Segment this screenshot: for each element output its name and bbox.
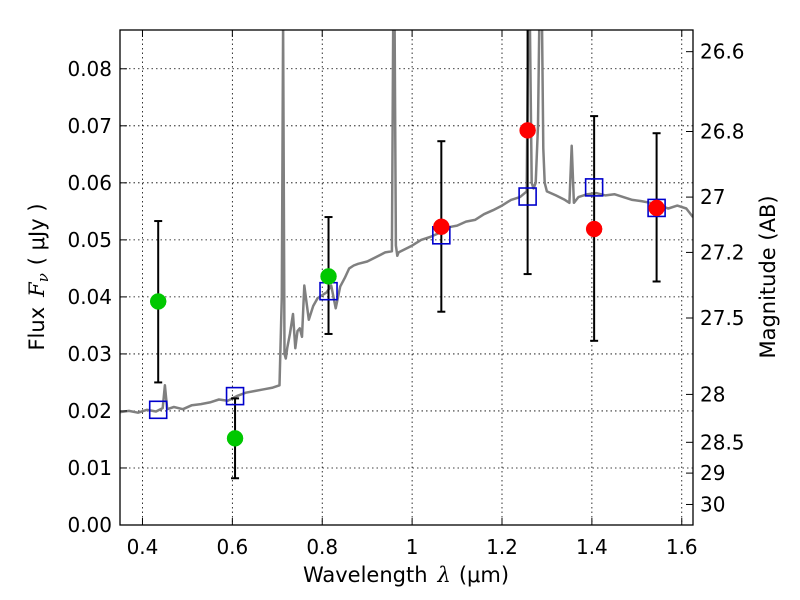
y-tick-label: 0.06 (67, 171, 112, 195)
y2-tick-label: 28.5 (700, 430, 745, 454)
y2-axis-label: Magnitude (AB) (756, 195, 780, 358)
x-axis-label-symbol: λ (437, 563, 451, 587)
photometry-point (433, 218, 450, 235)
x-tick-label: 0.6 (216, 535, 248, 559)
y-axis-label-symbol: F (25, 281, 49, 298)
model-square-marker (225, 386, 245, 406)
model-square-marker (647, 198, 666, 218)
y-axis-label: Flux Fν ( μJy ) (25, 203, 52, 350)
photometry-point (648, 199, 665, 217)
plot-background (120, 30, 693, 525)
y-tick-label: 0.05 (67, 228, 112, 252)
y2-tick-label: 26.6 (700, 40, 745, 64)
model-square-marker (584, 178, 604, 197)
y-tick-label: 0.07 (67, 114, 112, 138)
x-tick-label: 0.4 (127, 535, 159, 559)
x-tick-label: 0.8 (306, 535, 338, 559)
x-axis-label-unit: (μm) (459, 563, 509, 587)
y-tick-label: 0.03 (67, 342, 112, 366)
y-axis-label-unit: ( μJy ) (25, 203, 49, 265)
model-square-marker (518, 187, 537, 206)
y2-tick-label: 28 (700, 382, 725, 406)
photometry-point (519, 122, 536, 139)
photometry-point (585, 220, 603, 238)
y2-tick-label: 26.8 (700, 120, 745, 144)
y2-tick-label: 29 (700, 461, 725, 485)
photometry-point (226, 430, 244, 447)
model-square-marker (148, 400, 168, 420)
y-tick-label: 0.02 (67, 399, 112, 423)
y2-tick-label: 27.5 (700, 306, 745, 330)
grid-lines (120, 30, 693, 525)
y2-tick-label: 27 (700, 185, 725, 209)
x-tick-label: 1.4 (576, 535, 608, 559)
y2-axis-ticks: 26.6 26.8 27 27.2 27.5 28 28.5 29 30 (686, 40, 745, 516)
photometry-point (149, 293, 167, 310)
data-markers (148, 122, 666, 447)
y-tick-label: 0.00 (67, 513, 112, 537)
x-tick-label: 1.6 (666, 535, 698, 559)
plot-frame (119, 29, 694, 526)
x-axis-label: Wavelength λ (μm) (303, 563, 509, 587)
y-axis-label-text: Flux (25, 307, 49, 351)
x-tick-label: 1.2 (486, 535, 518, 559)
y2-tick-label: 27.2 (700, 240, 745, 264)
x-axis-ticks: 0.4 0.6 0.8 1 1.2 1.4 1.6 (127, 30, 698, 559)
y-axis-label-subscript: ν (34, 273, 52, 282)
spectrum-line (120, 30, 693, 414)
x-tick-label: 1 (406, 535, 419, 559)
y-tick-label: 0.04 (67, 285, 112, 309)
x-axis-label-text: Wavelength (303, 563, 428, 587)
y-tick-label: 0.01 (67, 456, 112, 480)
y-axis-ticks: 0.00 0.01 0.02 0.03 0.04 0.05 0.06 0.07 0.08 (67, 57, 127, 537)
photometry-point (320, 268, 337, 285)
y2-tick-label: 30 (700, 492, 725, 516)
y-tick-label: 0.08 (67, 57, 112, 81)
